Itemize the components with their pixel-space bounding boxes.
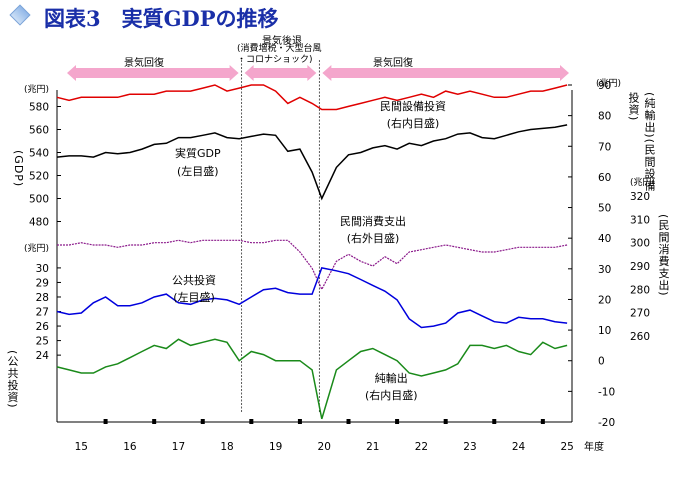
year-marker <box>492 419 497 424</box>
tick-label-gdp: 560 <box>29 125 49 137</box>
tick-label-right-outer: 310 <box>630 214 650 226</box>
axis-title-right-outer: (民間消費支出) <box>657 214 670 297</box>
series-label-consumption: 民間消費支出 (右外目盛) <box>340 215 406 245</box>
tick-label-public: 24 <box>36 350 50 362</box>
series-label-gdp: 実質GDP (左目盛) <box>175 147 221 178</box>
axis-title-public: (公共投資) <box>6 350 19 409</box>
period-arrows <box>67 65 569 81</box>
tick-label-gdp: 540 <box>29 148 49 160</box>
year-marker <box>297 419 302 424</box>
axis-ticks: 480 500 520 540 560 580 24 25 26 27 28 29 30 -20 -10 0 1… <box>29 80 650 453</box>
tick-label-right-inner: 50 <box>598 203 611 215</box>
series-consumption-line <box>57 239 568 291</box>
tick-label-right-inner: 90 <box>598 80 611 92</box>
tick-label-year: 22 <box>415 441 428 453</box>
tick-label-right-outer: 290 <box>630 261 650 273</box>
year-marker <box>346 419 351 424</box>
tick-label-right-outer: 320 <box>630 191 650 203</box>
year-marker <box>200 419 205 424</box>
period-label-recession-note: (消費増税・大型台風 ・コロナショック) <box>237 44 322 65</box>
tick-label-right-inner: -20 <box>598 417 615 429</box>
tick-label-public: 25 <box>36 336 49 348</box>
series-label-public: 公共投資 (左目盛) <box>172 274 216 304</box>
tick-label-year: 18 <box>220 441 233 453</box>
series-netexport-line <box>56 338 568 420</box>
tick-label-right-inner: 70 <box>598 141 611 153</box>
tick-label-year: 24 <box>512 441 526 453</box>
series-equipment-line <box>56 84 568 111</box>
period-arrow-2 <box>244 65 317 81</box>
period-arrow-1 <box>67 65 239 81</box>
tick-label-year: 19 <box>269 441 282 453</box>
series-gdp-line <box>56 124 568 201</box>
year-marker <box>395 419 400 424</box>
x-axis-unit: 年度 <box>584 442 604 453</box>
title-diamond-icon <box>9 4 31 26</box>
tick-label-gdp: 480 <box>29 217 49 229</box>
tick-label-right-outer: 260 <box>630 331 650 343</box>
tick-label-gdp: 520 <box>29 171 49 183</box>
chart-title: 図表3 実質GDPの推移 <box>44 6 279 31</box>
period-dividers <box>241 60 320 412</box>
year-marker <box>152 419 157 424</box>
period-label-recovery-1: 景気回復 <box>124 58 164 69</box>
tick-label-public: 29 <box>36 277 49 289</box>
series-label-netexport: 純輸出 (右内目盛) <box>365 372 418 402</box>
tick-label-year: 15 <box>75 441 88 453</box>
tick-label-public: 27 <box>36 307 49 319</box>
year-marker <box>443 419 448 424</box>
series-public-line <box>56 267 568 329</box>
tick-label-right-inner: 0 <box>598 356 605 368</box>
tick-label-year: 16 <box>123 441 137 453</box>
unit-consumption-left: (兆円) <box>24 244 50 254</box>
quarter-marks <box>103 419 545 424</box>
tick-label-public: 30 <box>36 263 49 275</box>
tick-label-right-inner: 20 <box>598 294 611 306</box>
tick-label-right-inner: -10 <box>598 386 615 398</box>
unit-equipment: (兆円) <box>596 79 622 89</box>
tick-label-right-inner: 60 <box>598 172 611 184</box>
tick-label-year: 21 <box>366 441 379 453</box>
year-marker <box>540 419 545 424</box>
period-arrow-3 <box>322 65 569 81</box>
year-marker <box>249 419 254 424</box>
tick-label-gdp: 580 <box>29 102 49 114</box>
tick-label-right-outer: 280 <box>630 284 650 296</box>
period-label-recession: 景気後退 <box>262 36 302 47</box>
unit-gdp: (兆円) <box>24 85 50 95</box>
tick-label-public: 28 <box>36 292 49 304</box>
tick-label-year: 17 <box>172 441 185 453</box>
tick-label-public: 26 <box>36 321 50 333</box>
period-label-recovery-2: 景気回復 <box>373 58 413 69</box>
axis-title-gdp: (GDP) <box>12 150 25 188</box>
tick-label-year: 25 <box>560 441 573 453</box>
tick-label-year: 23 <box>463 441 476 453</box>
series-lines <box>56 84 568 420</box>
series-label-equipment: 民間設備投資 (右内目盛) <box>380 100 446 130</box>
tick-label-right-outer: 300 <box>630 238 650 250</box>
tick-label-right-outer: 270 <box>630 308 650 320</box>
tick-label-right-inner: 40 <box>598 233 611 245</box>
tick-label-right-inner: 80 <box>598 111 611 123</box>
tick-label-right-inner: 30 <box>598 264 611 276</box>
tick-label-right-inner: 10 <box>598 325 611 337</box>
axis-title-right-inner: (純輸出)(民間設備投資) <box>627 92 656 192</box>
year-marker <box>103 419 108 424</box>
unit-consumption-right: (兆円) <box>630 178 656 188</box>
tick-label-gdp: 500 <box>29 194 49 206</box>
tick-label-year: 20 <box>318 441 331 453</box>
